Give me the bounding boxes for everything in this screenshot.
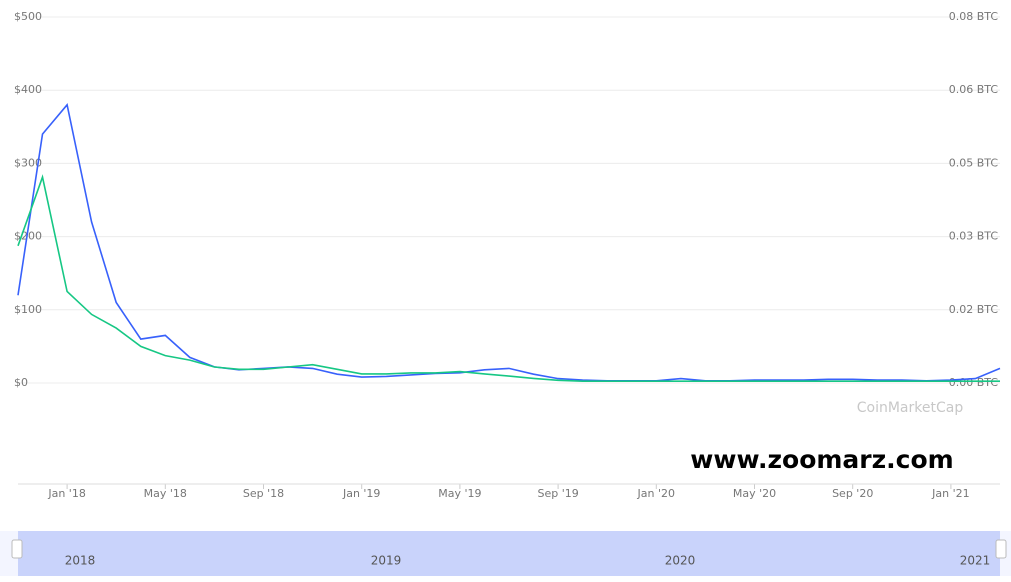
x-tick-label: Sep '18 (243, 487, 284, 500)
y-tick-label: $500 (14, 10, 42, 23)
navigator-handle[interactable] (995, 539, 1007, 559)
y2-tick-label: 0.05 BTC (949, 156, 999, 169)
y2-tick-label: 0.02 BTC (949, 303, 999, 316)
x-tick-label: Jan '20 (637, 487, 675, 500)
y2-tick-label: 0.03 BTC (949, 230, 999, 243)
y-tick-label: $400 (14, 83, 42, 96)
x-tick-label: Sep '19 (537, 487, 578, 500)
watermark: CoinMarketCap (857, 400, 964, 416)
navigator-label: 2021 (960, 554, 991, 568)
x-tick-label: Jan '21 (931, 487, 969, 500)
x-tick-label: May '19 (438, 487, 481, 500)
navigator-label: 2019 (371, 554, 402, 568)
y-tick-label: $0 (14, 376, 28, 389)
x-tick-label: Jan '18 (47, 487, 85, 500)
x-tick-label: Sep '20 (832, 487, 873, 500)
x-tick-label: May '18 (144, 487, 187, 500)
x-tick-label: May '20 (733, 487, 776, 500)
navigator-label: 2018 (65, 554, 96, 568)
y2-tick-label: 0.06 BTC (949, 83, 999, 96)
y2-tick-label: 0.08 BTC (949, 10, 999, 23)
x-tick-label: Jan '19 (342, 487, 380, 500)
price-line (17, 174, 1000, 382)
annotation: www.zoomarz.com (690, 445, 953, 474)
navigator-handle[interactable] (11, 539, 23, 559)
price-line (17, 103, 1001, 382)
y-tick-label: $100 (14, 303, 42, 316)
navigator-label: 2020 (665, 554, 696, 568)
navigator-window[interactable] (18, 531, 1000, 576)
y-tick-label: $300 (14, 156, 42, 169)
